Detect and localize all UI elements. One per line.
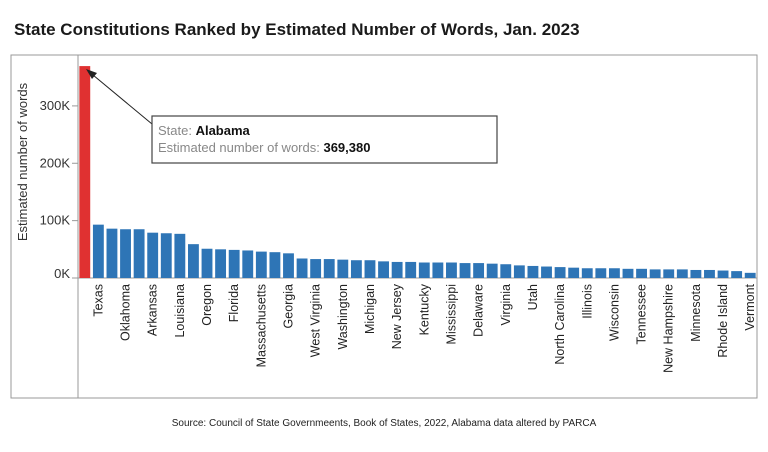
bar-north-dakota[interactable] (432, 262, 444, 278)
bar-indiana[interactable] (731, 271, 743, 278)
x-tick-label: Oregon (200, 284, 214, 326)
x-tick-label: Illinois (580, 284, 594, 319)
bar-new-york[interactable] (133, 229, 145, 278)
bar-oregon[interactable] (201, 248, 213, 278)
bar-ohio[interactable] (242, 250, 254, 278)
bar-utah[interactable] (527, 265, 539, 278)
bar-california[interactable] (215, 249, 227, 278)
bar-new-mexico[interactable] (350, 260, 362, 278)
y-axis: 0K 100K 200K 300K (40, 55, 757, 398)
annotation-box (151, 115, 498, 164)
chart-title: State Constitutions Ranked by Estimated … (14, 20, 580, 39)
bar-maryland[interactable] (160, 233, 172, 278)
annotation-tooltip: State: Alabama Estimated number of words… (86, 69, 498, 164)
bar-arkansas[interactable] (147, 232, 159, 278)
annotation-words: Estimated number of words: 369,380 (158, 140, 370, 155)
x-tick-label: Minnesota (689, 284, 703, 342)
bar-maine[interactable] (622, 268, 634, 278)
x-tick-label: Oklahoma (119, 284, 133, 341)
bar-georgia[interactable] (283, 253, 294, 278)
bar-pennsylvania[interactable] (405, 261, 417, 278)
bar-tennessee[interactable] (636, 268, 647, 278)
x-tick-label: Georgia (281, 284, 295, 329)
bar-new-jersey[interactable] (391, 261, 403, 278)
x-tick-label: North Carolina (553, 284, 567, 365)
y-tick-label: 200K (40, 155, 71, 170)
bar-connecticut[interactable] (676, 269, 688, 278)
x-tick-label: Louisiana (173, 284, 187, 338)
bar-rhode-island[interactable] (717, 270, 729, 278)
bar-michigan[interactable] (364, 260, 376, 278)
x-tick-label: Florida (227, 284, 241, 322)
bar-montana[interactable] (486, 263, 498, 278)
annotation-state-label: State: (158, 123, 196, 138)
y-tick-label: 100K (40, 213, 71, 228)
x-tick-label: Michigan (363, 284, 377, 334)
x-tick-label: Mississippi (444, 284, 458, 344)
bar-idaho[interactable] (323, 259, 335, 278)
bar-colorado[interactable] (106, 228, 118, 278)
annotation-words-label: Estimated number of words: (158, 140, 323, 155)
bar-massachusetts[interactable] (255, 251, 267, 278)
y-tick-label: 0K (54, 266, 70, 281)
bar-missouri[interactable] (188, 244, 199, 278)
x-tick-label: Delaware (472, 284, 486, 337)
x-tick-label: Vermont (743, 283, 757, 330)
bar-south-dakota[interactable] (541, 266, 552, 278)
bar-louisiana[interactable] (174, 233, 186, 278)
x-axis-labels: Texas Oklahoma Arkansas Louisiana Oregon Flor… (91, 283, 757, 373)
bar-kansas[interactable] (513, 265, 525, 278)
bar-iowa[interactable] (704, 269, 715, 278)
bars (79, 66, 756, 278)
bar-oklahoma[interactable] (120, 229, 131, 278)
x-tick-label: Wisconsin (607, 284, 621, 341)
bar-west-virginia[interactable] (310, 259, 322, 278)
bar-north-carolina[interactable] (554, 267, 566, 278)
annotation-arrowhead (86, 69, 97, 79)
bar-hawaii[interactable] (459, 263, 471, 278)
x-tick-label: Arkansas (146, 284, 160, 336)
x-tick-label: New Hampshire (662, 284, 676, 373)
bar-alaska[interactable] (649, 269, 661, 278)
bar-south-carolina[interactable] (269, 252, 281, 278)
bar-texas[interactable] (92, 224, 104, 278)
x-tick-label: Utah (526, 284, 540, 310)
bar-virginia[interactable] (500, 264, 512, 278)
x-tick-label: Kentucky (417, 283, 431, 335)
bar-nebraska[interactable] (296, 258, 308, 278)
x-tick-label: Rhode Island (716, 284, 730, 358)
annotation-line (92, 74, 153, 125)
y-tick-label: 300K (40, 98, 71, 113)
bar-delaware[interactable] (473, 263, 485, 278)
bar-alabama[interactable] (79, 66, 91, 278)
x-tick-label: New Jersey (390, 283, 404, 349)
x-tick-label: Massachusetts (254, 284, 268, 367)
bar-arizona[interactable] (595, 268, 607, 278)
bar-vermont[interactable] (744, 272, 756, 278)
bar-florida[interactable] (228, 249, 240, 278)
bar-illinois[interactable] (581, 268, 593, 278)
x-tick-label: Virginia (499, 284, 513, 326)
plot-frame (10, 54, 758, 399)
annotation-state-value: Alabama (196, 123, 251, 138)
bar-washington[interactable] (337, 259, 349, 278)
bar-minnesota[interactable] (690, 269, 702, 278)
bar-mississippi[interactable] (446, 262, 457, 278)
annotation-state: State: Alabama (158, 123, 251, 138)
x-tick-label: Washington (336, 284, 350, 350)
x-tick-label: Texas (91, 284, 105, 317)
bar-wisconsin[interactable] (608, 268, 620, 278)
x-tick-label: Tennessee (635, 284, 649, 345)
bar-wyoming[interactable] (378, 261, 389, 278)
bar-new-hampshire[interactable] (663, 269, 675, 278)
bar-nevada[interactable] (568, 267, 580, 278)
bar-kentucky[interactable] (418, 262, 430, 278)
x-tick-label: West Virginia (309, 284, 323, 357)
y-axis-title: Estimated number of words (15, 82, 30, 241)
source-note: Source: Council of State Governmeents, B… (171, 418, 597, 429)
annotation-words-value: 369,380 (323, 140, 370, 155)
